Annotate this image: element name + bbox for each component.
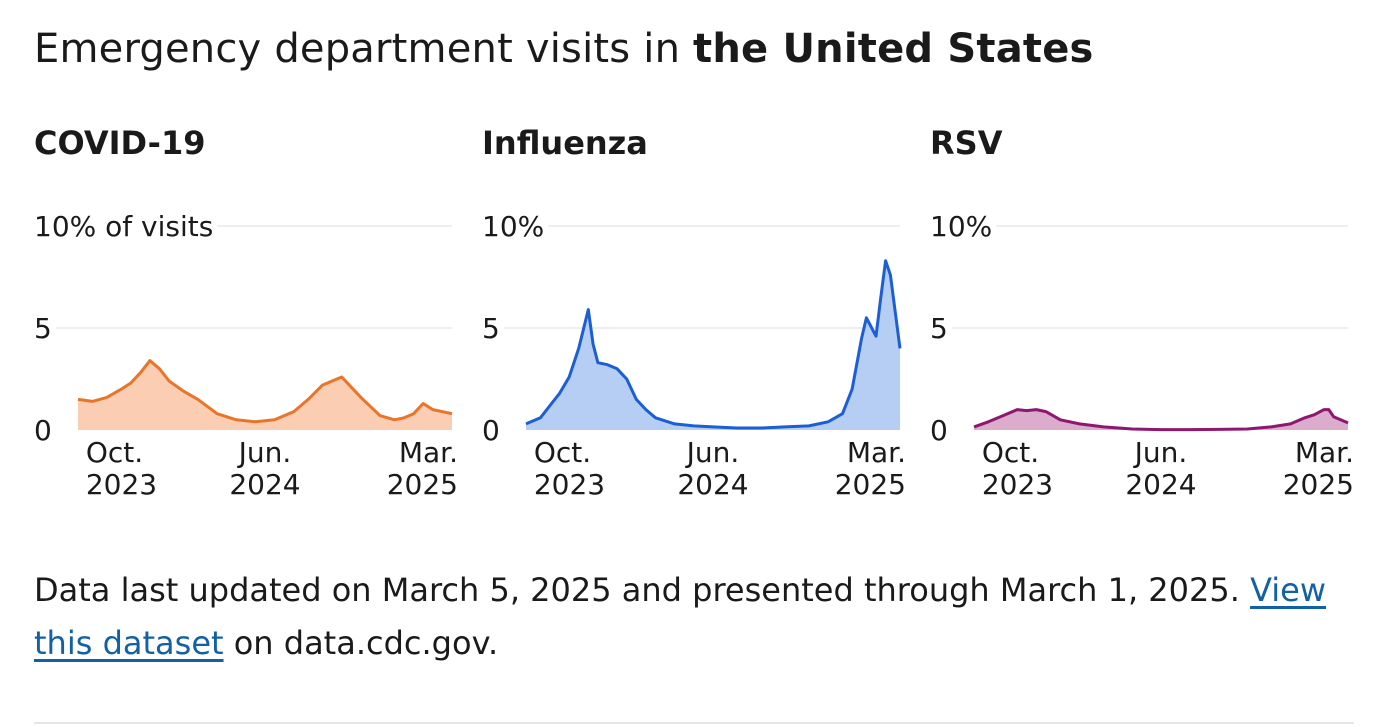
y-tick-label: 5 [34,312,52,345]
x-tick-label: 2025 [387,468,458,501]
series-area [974,409,1348,430]
data-footnote: Data last updated on March 5, 2025 and p… [34,564,1364,670]
rsv-panel: RSV 0 5 10% Oct. 2023 Jun. 2024 Mar. 2025 [930,120,1360,520]
title-place: the United States [693,26,1094,72]
series-area [78,360,452,430]
view-dataset-link[interactable]: View this dataset [34,571,1326,662]
x-tick-label: 2023 [534,468,605,501]
y-tick-label: 0 [34,414,52,447]
bottom-divider [34,722,1354,724]
x-tick-label: 2025 [1283,468,1354,501]
x-tick-label: Oct. [982,436,1039,469]
title-prefix: Emergency department visits in [34,26,694,72]
x-tick-label: Oct. [86,436,143,469]
influenza-chart: 0 5 10% Oct.2023 Jun.2024 Mar.2025 [482,210,906,501]
x-tick-label: 2024 [229,468,300,501]
series-line [77,359,453,424]
rsv-chart: 0 5 10% Oct.2023 Jun.2024 Mar.2025 [930,210,1354,501]
panel-title-covid: COVID-19 [34,124,206,162]
x-tick-label: Jun. [1133,436,1188,469]
y-tick-label: 10% of visits [34,210,213,243]
x-tick-label: Jun. [237,436,292,469]
y-tick-label: 0 [930,414,948,447]
x-tick-label: 2023 [86,468,157,501]
panel-title-influenza: Influenza [482,124,648,162]
influenza-panel: Influenza 0 5 10% Oct. 2023 Jun. 2024 Mar. 2025 [482,120,912,520]
footnote-text: Data last updated on March 5, 2025 and p… [34,571,1251,609]
y-tick-label: 10% [930,210,992,243]
covid-chart: 0 5 10% of visits Oct.2023 Jun.2024 Mar.2025 [34,210,458,501]
series-line [525,259,902,430]
panel-title-rsv: RSV [930,124,1003,162]
covid-panel: COVID-19 0 5 10% of visits Oct. 2023 Jun. 2024… [34,120,464,520]
series-line [973,408,1349,432]
y-tick-label: 5 [482,312,500,345]
y-tick-label: 10% [482,210,544,243]
x-tick-label: 2023 [982,468,1053,501]
page-title: Emergency department visits in the Unite… [34,26,1094,72]
x-tick-label: Oct. [534,436,591,469]
series-area [526,260,900,430]
x-tick-label: 2024 [677,468,748,501]
x-tick-label: Mar. [399,436,458,469]
x-tick-label: Jun. [685,436,740,469]
y-tick-label: 0 [482,414,500,447]
x-tick-label: Mar. [847,436,906,469]
footnote-source: on data.cdc.gov. [223,624,499,662]
x-tick-label: Mar. [1295,436,1354,469]
y-tick-label: 5 [930,312,948,345]
x-tick-label: 2024 [1125,468,1196,501]
x-tick-label: 2025 [835,468,906,501]
